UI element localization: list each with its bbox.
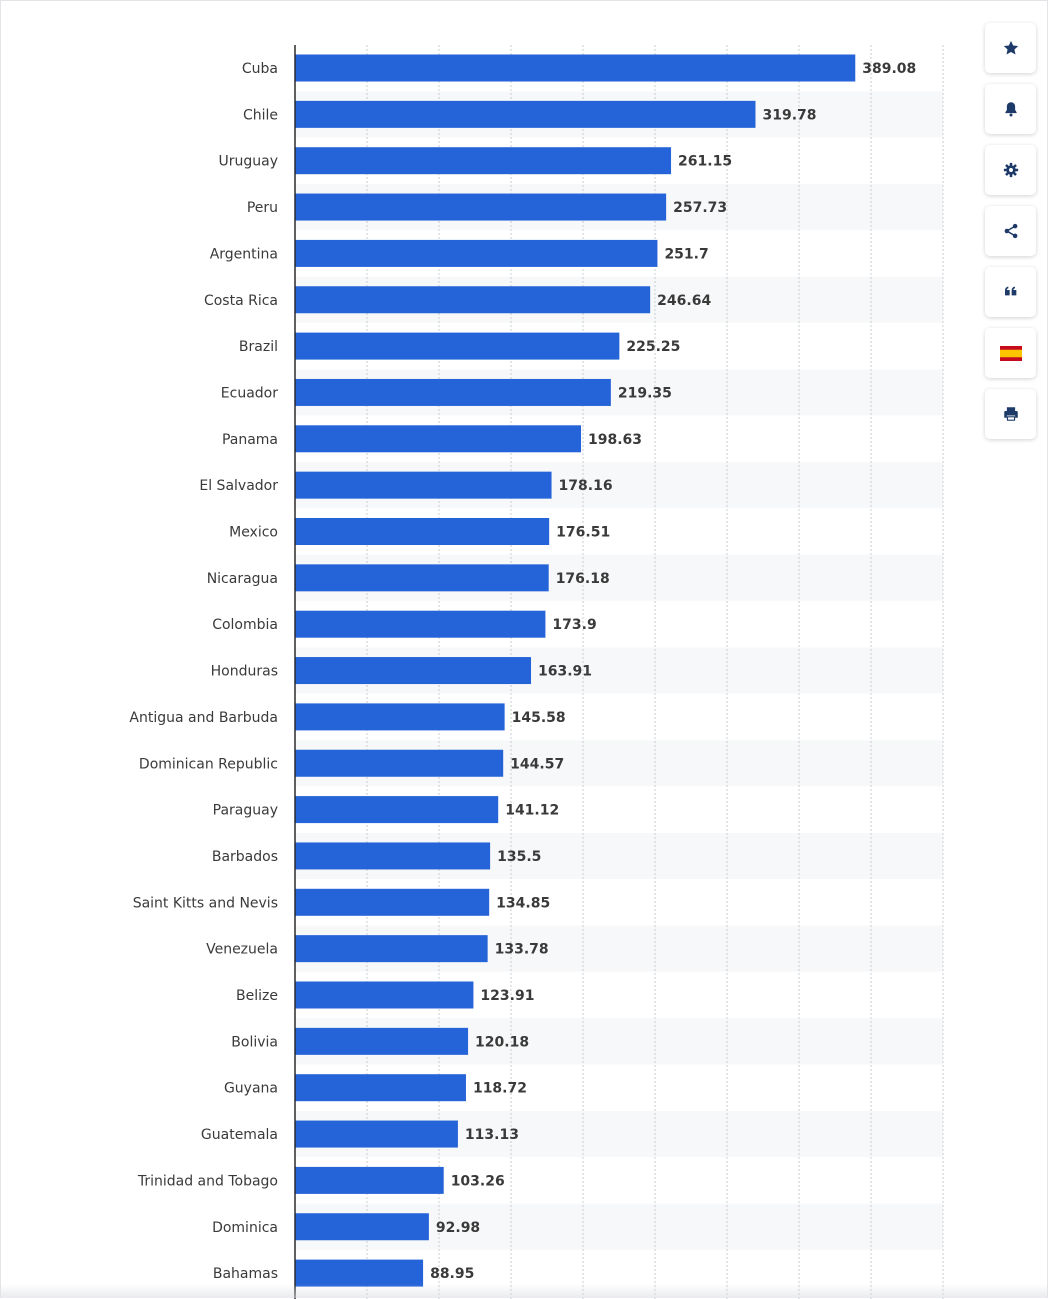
bar xyxy=(295,610,546,638)
value-label: 173.9 xyxy=(552,617,596,633)
value-label: 176.51 xyxy=(556,525,610,541)
category-label: Barbados xyxy=(212,849,278,865)
value-label: 246.64 xyxy=(657,293,711,309)
category-label: Argentina xyxy=(210,246,278,262)
category-label: Venezuela xyxy=(206,942,278,958)
gear-icon xyxy=(1003,162,1018,178)
category-label: Antigua and Barbuda xyxy=(129,710,278,726)
value-label: 198.63 xyxy=(588,432,642,448)
bar xyxy=(295,332,620,360)
share-icon xyxy=(1004,223,1017,239)
category-label: Dominican Republic xyxy=(139,756,278,772)
category-label: Guyana xyxy=(224,1081,278,1097)
bar xyxy=(295,1027,469,1055)
category-label: Colombia xyxy=(212,617,278,633)
category-label: Brazil xyxy=(239,339,278,355)
side-toolbar xyxy=(985,23,1037,450)
bar xyxy=(295,1259,424,1287)
bar xyxy=(295,749,504,777)
category-label: Belize xyxy=(236,988,278,1004)
category-label: Costa Rica xyxy=(204,293,278,309)
category-label: Paraguay xyxy=(213,803,278,819)
value-label: 134.85 xyxy=(496,895,550,911)
value-label: 88.95 xyxy=(430,1266,474,1282)
value-label: 261.15 xyxy=(678,154,732,170)
value-label: 225.25 xyxy=(626,339,680,355)
value-label: 113.13 xyxy=(465,1127,519,1143)
category-label: Ecuador xyxy=(221,385,278,401)
value-label: 176.18 xyxy=(556,571,610,587)
category-label: Uruguay xyxy=(219,154,279,170)
bar xyxy=(295,1120,458,1148)
category-label: Panama xyxy=(222,432,278,448)
bar xyxy=(295,54,856,82)
value-label: 120.18 xyxy=(475,1034,529,1050)
value-label: 118.72 xyxy=(473,1081,527,1097)
bar xyxy=(295,1166,444,1194)
share-button[interactable] xyxy=(985,206,1036,256)
category-label: Dominica xyxy=(212,1220,278,1236)
value-label: 178.16 xyxy=(559,478,613,494)
value-label: 144.57 xyxy=(510,756,564,772)
bar xyxy=(295,935,488,963)
bar xyxy=(295,888,490,916)
notification-button[interactable] xyxy=(985,84,1036,134)
category-label: Guatemala xyxy=(201,1127,278,1143)
value-label: 135.5 xyxy=(497,849,541,865)
bar xyxy=(295,239,658,267)
value-label: 389.08 xyxy=(862,61,916,77)
value-label: 123.91 xyxy=(480,988,534,1004)
category-label: Saint Kitts and Nevis xyxy=(133,895,278,911)
language-button[interactable] xyxy=(985,328,1036,378)
value-label: 133.78 xyxy=(495,942,549,958)
spain-flag-icon xyxy=(999,345,1022,361)
bar xyxy=(295,286,651,314)
bar-chart: Cuba 389.08 Chile 319.78 Uruguay 261.15 Peru 25… xyxy=(129,45,944,1299)
bar xyxy=(295,703,505,731)
bar xyxy=(295,193,667,221)
cite-button[interactable] xyxy=(985,267,1036,317)
value-label: 103.26 xyxy=(451,1173,505,1189)
category-label: Trinidad and Tobago xyxy=(137,1173,278,1189)
settings-button[interactable] xyxy=(985,145,1036,195)
value-label: 145.58 xyxy=(512,710,566,726)
bar xyxy=(295,1074,466,1102)
category-label: Bolivia xyxy=(231,1034,278,1050)
bell-icon xyxy=(1004,102,1017,117)
category-label: Cuba xyxy=(242,61,278,77)
value-label: 251.7 xyxy=(664,246,708,262)
category-label: Chile xyxy=(243,107,278,123)
value-label: 163.91 xyxy=(538,664,592,680)
bar xyxy=(295,425,582,453)
category-label: Honduras xyxy=(211,664,278,680)
bar xyxy=(295,378,611,406)
bar xyxy=(295,564,549,592)
bar xyxy=(295,981,474,1009)
value-label: 92.98 xyxy=(436,1220,480,1236)
bar xyxy=(295,657,532,685)
value-label: 319.78 xyxy=(762,107,816,123)
bar xyxy=(295,796,499,824)
category-label: Mexico xyxy=(229,525,278,541)
value-label: 257.73 xyxy=(673,200,727,216)
bar xyxy=(295,1213,429,1241)
category-label: Peru xyxy=(247,200,278,216)
quote-icon xyxy=(1004,286,1016,296)
bar xyxy=(295,518,550,545)
bar xyxy=(295,147,672,175)
bar xyxy=(295,100,756,128)
category-label: Nicaragua xyxy=(207,571,278,587)
star-icon xyxy=(1003,40,1018,55)
bar xyxy=(295,842,491,870)
favorite-button[interactable] xyxy=(985,23,1036,73)
category-label: El Salvador xyxy=(199,478,278,494)
print-button[interactable] xyxy=(985,389,1036,439)
value-label: 141.12 xyxy=(505,803,559,819)
bar xyxy=(295,471,552,499)
category-label: Bahamas xyxy=(213,1266,278,1282)
printer-icon xyxy=(1003,407,1018,421)
value-label: 219.35 xyxy=(618,385,672,401)
